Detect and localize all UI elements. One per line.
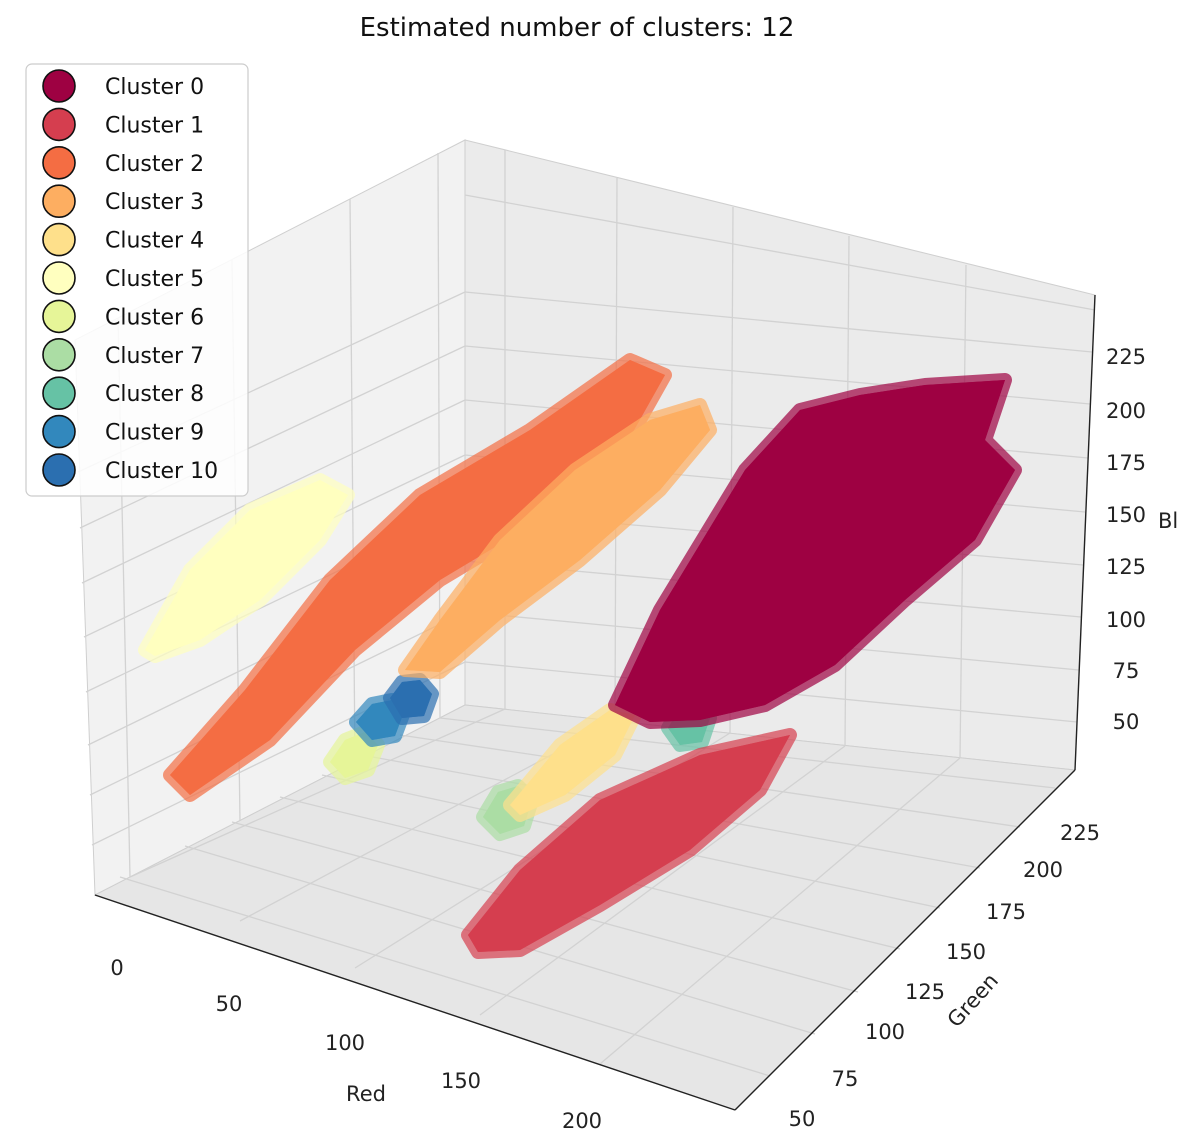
x-axis-line [94,894,736,1111]
legend: Cluster 0 Cluster 1 Cluster 2 Cluster 3 Clus… [25,63,249,497]
y-axis-label: Green [943,969,1003,1032]
legend-marker [42,107,76,142]
legend-marker [42,69,76,103]
z-tick-label: 50 [1113,710,1140,734]
z-tick-label: 125 [1106,555,1146,579]
z-tick-label: 175 [1106,451,1146,475]
y-tick-label: 200 [1023,858,1063,882]
cluster-cloud-2 [163,353,672,802]
z-tick-label: 225 [1106,345,1146,369]
legend-label: Cluster 6 [105,305,204,330]
y-tick-label: 75 [832,1067,859,1091]
legend-label: Cluster 0 [105,75,204,100]
z-axis-line [1074,294,1096,771]
cluster-cloud-1 [461,728,797,959]
legend-label: Cluster 5 [105,267,204,292]
legend-label: Cluster 7 [105,344,204,369]
cluster-cloud-4 [503,703,642,822]
y-axis-line [734,769,1076,1111]
x-axis-label: Red [346,1082,386,1106]
z-tick-label: 75 [1113,659,1140,683]
legend-marker [42,376,76,411]
x-tick-label: 200 [562,1109,602,1132]
legend-label: Cluster 2 [105,152,204,177]
x-tick-label: 150 [441,1069,481,1093]
legend-marker [42,337,76,372]
legend-label: Cluster 9 [105,421,204,446]
z-axis-label: Bl [1158,509,1178,533]
cluster-cloud-10 [383,673,439,725]
y-tick-label: 225 [1060,821,1100,845]
legend-marker [42,261,76,295]
y-tick-label: 50 [789,1107,816,1131]
x-tick-label: 50 [216,992,243,1016]
cluster-clouds [138,353,1022,959]
legend-label: Cluster 4 [105,229,204,254]
y-tick-label: 175 [986,900,1026,924]
z-tick-label: 150 [1106,503,1146,527]
legend-marker [42,146,76,180]
y-tick-label: 125 [905,980,945,1004]
legend-label: Cluster 8 [105,382,204,407]
x-tick-label: 0 [110,956,123,980]
z-tick-label: 100 [1106,608,1146,632]
legend-marker [42,414,76,449]
legend-label: Cluster 1 [105,113,204,138]
legend-label: Cluster 10 [105,459,218,484]
cluster-cloud-3 [398,398,717,679]
legend-marker [42,184,76,218]
z-tick-label: 200 [1106,399,1146,423]
cluster-cloud-0 [608,373,1022,729]
legend-marker [42,299,76,334]
legend-box [25,63,249,497]
x-tick-label: 100 [325,1031,365,1055]
chart-title: Estimated number of clusters: 12 [360,13,795,43]
legend-marker [42,453,76,487]
legend-label: Cluster 3 [105,190,204,215]
y-tick-label: 150 [946,940,986,964]
y-tick-label: 100 [865,1020,905,1044]
cluster-cloud-5 [138,473,355,663]
legend-marker [42,222,76,257]
